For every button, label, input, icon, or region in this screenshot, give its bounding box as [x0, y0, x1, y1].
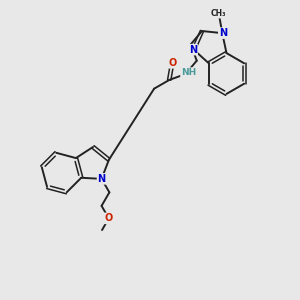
Text: N: N: [189, 45, 197, 55]
Text: NH: NH: [181, 68, 196, 77]
Text: O: O: [169, 58, 177, 68]
Text: O: O: [105, 213, 113, 223]
Text: N: N: [98, 174, 106, 184]
Text: N: N: [219, 28, 227, 38]
Text: CH₃: CH₃: [210, 9, 226, 18]
